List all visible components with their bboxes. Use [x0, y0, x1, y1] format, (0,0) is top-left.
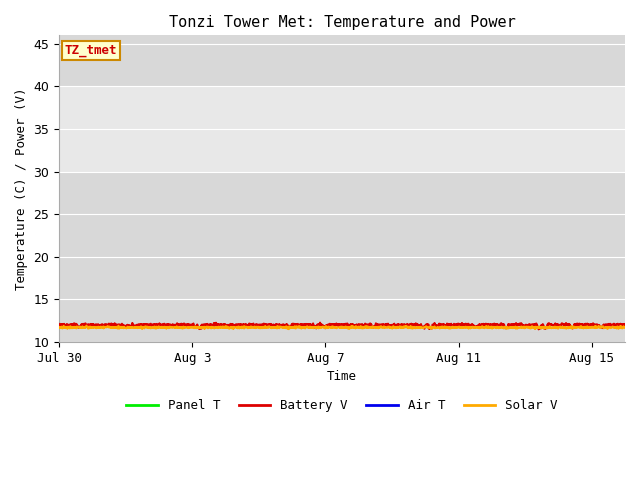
Air T: [197, 424, 205, 430]
Text: TZ_tmet: TZ_tmet: [65, 44, 117, 57]
Bar: [59, 86, 625, 171]
Y-axis label: Temperature (C) / Power (V): Temperature (C) / Power (V): [15, 87, 28, 290]
Panel T: [181, 424, 189, 430]
Battery V: [621, 322, 629, 328]
Battery V: [316, 320, 324, 325]
Title: Tonzi Tower Met: Temperature and Power: Tonzi Tower Met: Temperature and Power: [169, 15, 515, 30]
Panel T: [197, 424, 205, 430]
Air T: [497, 424, 504, 430]
Solar V: [360, 325, 367, 331]
Battery V: [497, 322, 504, 327]
Battery V: [55, 322, 63, 328]
Battery V: [360, 323, 367, 328]
Solar V: [285, 326, 292, 332]
Solar V: [83, 323, 90, 328]
Solar V: [497, 324, 505, 330]
Battery V: [181, 322, 189, 328]
Solar V: [181, 324, 189, 330]
Panel T: [71, 424, 79, 430]
Battery V: [197, 324, 205, 330]
Panel T: [621, 424, 629, 430]
Battery V: [535, 326, 543, 332]
Air T: [148, 424, 156, 430]
Air T: [359, 424, 367, 430]
Battery V: [71, 322, 79, 328]
Battery V: [148, 322, 156, 327]
X-axis label: Time: Time: [327, 370, 357, 383]
Panel T: [55, 424, 63, 430]
Panel T: [497, 424, 504, 430]
Line: Solar V: Solar V: [59, 325, 625, 329]
Panel T: [148, 424, 156, 430]
Solar V: [148, 325, 156, 331]
Air T: [55, 424, 63, 430]
Solar V: [71, 324, 79, 330]
Air T: [71, 424, 79, 430]
Panel T: [359, 424, 367, 430]
Solar V: [197, 325, 205, 331]
Solar V: [55, 324, 63, 330]
Line: Battery V: Battery V: [59, 323, 625, 329]
Air T: [181, 424, 189, 430]
Solar V: [621, 325, 629, 331]
Legend: Panel T, Battery V, Air T, Solar V: Panel T, Battery V, Air T, Solar V: [122, 394, 563, 417]
Air T: [621, 424, 629, 430]
